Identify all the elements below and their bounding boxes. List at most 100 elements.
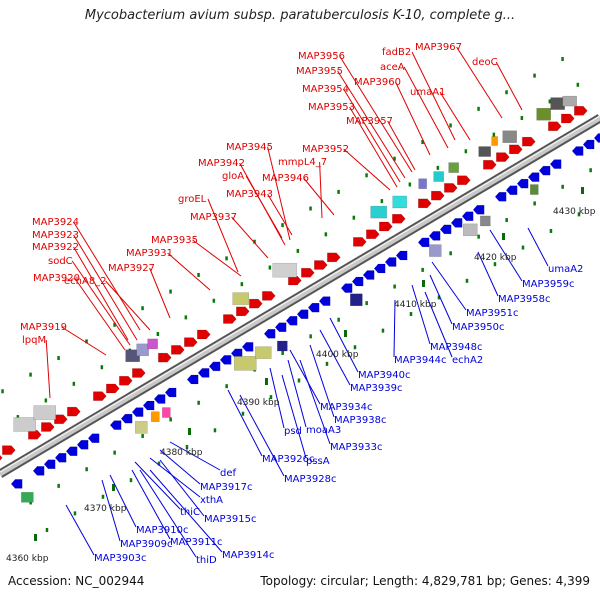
- reverse-gene-arrow: [516, 178, 529, 189]
- reverse-gene-arrow: [263, 329, 276, 339]
- forward-feature-box: [418, 178, 427, 189]
- tick-dot: [16, 415, 20, 420]
- leader-line: [337, 70, 406, 179]
- leader-line: [411, 51, 456, 141]
- leader-line: [269, 367, 285, 429]
- leader-line: [169, 441, 221, 471]
- leader-line: [73, 234, 138, 341]
- forward-gene-arrow: [314, 260, 328, 270]
- tick-dot: [85, 339, 88, 344]
- leader-line: [71, 260, 131, 346]
- leader-line: [227, 389, 263, 457]
- reverse-gene-label: MAP3950c: [452, 322, 504, 333]
- tick-dot: [520, 116, 524, 121]
- tick-dot: [492, 132, 496, 137]
- forward-gene-arrow: [327, 252, 341, 263]
- leader-line: [74, 277, 126, 351]
- reverse-feature-box: [429, 244, 442, 257]
- reverse-gene-label: def: [220, 468, 237, 479]
- forward-gene-label: lpqM: [22, 335, 46, 346]
- reverse-gene-arrow: [241, 342, 254, 352]
- tick-dot: [449, 123, 452, 128]
- forward-gene-label: gloA: [222, 171, 244, 182]
- forward-gene-label: fadB2: [382, 47, 411, 58]
- forward-gene-label: MAP3942: [198, 158, 245, 169]
- tick-dot: [44, 398, 48, 403]
- forward-gene-label: MAP3954: [302, 84, 349, 95]
- reverse-gene-arrow: [395, 250, 408, 261]
- leader-line: [239, 394, 285, 477]
- reverse-gene-arrow: [153, 394, 166, 404]
- reverse-gene-arrow: [87, 433, 100, 443]
- forward-gene-label: MAP3946: [262, 173, 309, 184]
- reverse-gene-arrow: [274, 322, 287, 332]
- forward-feature-box: [232, 292, 249, 305]
- tick-dot: [337, 317, 340, 322]
- tick-dot: [393, 156, 396, 161]
- forward-gene-arrow: [418, 198, 432, 209]
- tick-dot: [213, 428, 217, 433]
- tick-dot: [437, 295, 441, 300]
- genome-backbone: [0, 114, 600, 478]
- forward-gene-label: MAP3937: [190, 212, 237, 223]
- forward-gene-arrow: [171, 345, 185, 355]
- reverse-gene-label: thiC: [180, 507, 200, 518]
- reverse-gene-label: MAP3948c: [430, 342, 482, 353]
- leader-line: [395, 81, 431, 156]
- reverse-feature-box: [151, 411, 160, 422]
- reverse-feature-box: [350, 293, 363, 307]
- reverse-gene-arrow: [494, 191, 507, 202]
- forward-gene-arrow: [106, 383, 120, 394]
- leader-line: [303, 177, 335, 216]
- gene-labels: MAP3967 fadB2 MAP3956 aceA deoC MAP3955 MAP396…: [20, 42, 583, 566]
- forward-gene-label: echA8_2: [64, 276, 107, 287]
- tick-dot: [548, 99, 552, 104]
- gene-features: [0, 95, 600, 503]
- reverse-feature-box: [162, 407, 171, 418]
- reverse-feature-box: [135, 421, 148, 434]
- reverse-gene-label: MAP3940c: [358, 370, 410, 381]
- leader-line: [192, 239, 242, 277]
- forward-gene-label: MAP3919: [20, 322, 67, 333]
- reverse-gene-arrow: [549, 159, 562, 169]
- tick-dot: [141, 306, 144, 311]
- forward-gene-arrow: [28, 429, 42, 440]
- accession-text: Accession: NC_002944: [8, 574, 145, 588]
- reverse-gene-arrow: [208, 361, 221, 372]
- reverse-gene-label: MAP3928c: [284, 474, 336, 485]
- reverse-gene-label: MAP3926c: [262, 454, 314, 465]
- forward-gene-label: MAP3960: [354, 77, 401, 88]
- leader-line: [109, 474, 137, 528]
- reverse-gene-arrow: [285, 315, 298, 326]
- major-tick: [112, 484, 115, 491]
- leader-line: [73, 246, 129, 341]
- tick-dot: [113, 450, 116, 455]
- reverse-gene-arrow: [428, 231, 441, 241]
- forward-gene-arrow: [392, 214, 406, 224]
- kbp-label: 4410 kbp: [394, 300, 437, 310]
- forward-gene-arrow: [54, 414, 68, 425]
- forward-gene-arrow: [444, 183, 458, 193]
- reverse-gene-arrow: [593, 133, 600, 143]
- tick-dot: [324, 232, 328, 237]
- tick-dot: [169, 289, 172, 294]
- leader-line: [319, 161, 323, 219]
- tick-dot: [505, 218, 508, 223]
- tick-dot: [353, 345, 357, 350]
- tick-dot: [309, 206, 312, 211]
- tick-dot: [465, 278, 469, 283]
- forward-feature-box: [33, 405, 56, 420]
- reverse-gene-arrow: [351, 276, 364, 287]
- reverse-gene-arrow: [527, 172, 540, 182]
- forward-gene-arrow: [93, 391, 107, 401]
- forward-gene-arrow: [483, 160, 497, 170]
- leader-line: [431, 261, 467, 311]
- forward-feature-box: [370, 205, 387, 219]
- reverse-gene-arrow: [384, 257, 397, 267]
- forward-feature-box: [13, 417, 36, 432]
- reverse-gene-label: MAP3911c: [170, 537, 222, 548]
- tick-dot: [156, 331, 160, 336]
- forward-feature-box: [136, 343, 149, 357]
- tick-dot: [72, 381, 76, 386]
- reverse-gene-arrow: [296, 309, 309, 319]
